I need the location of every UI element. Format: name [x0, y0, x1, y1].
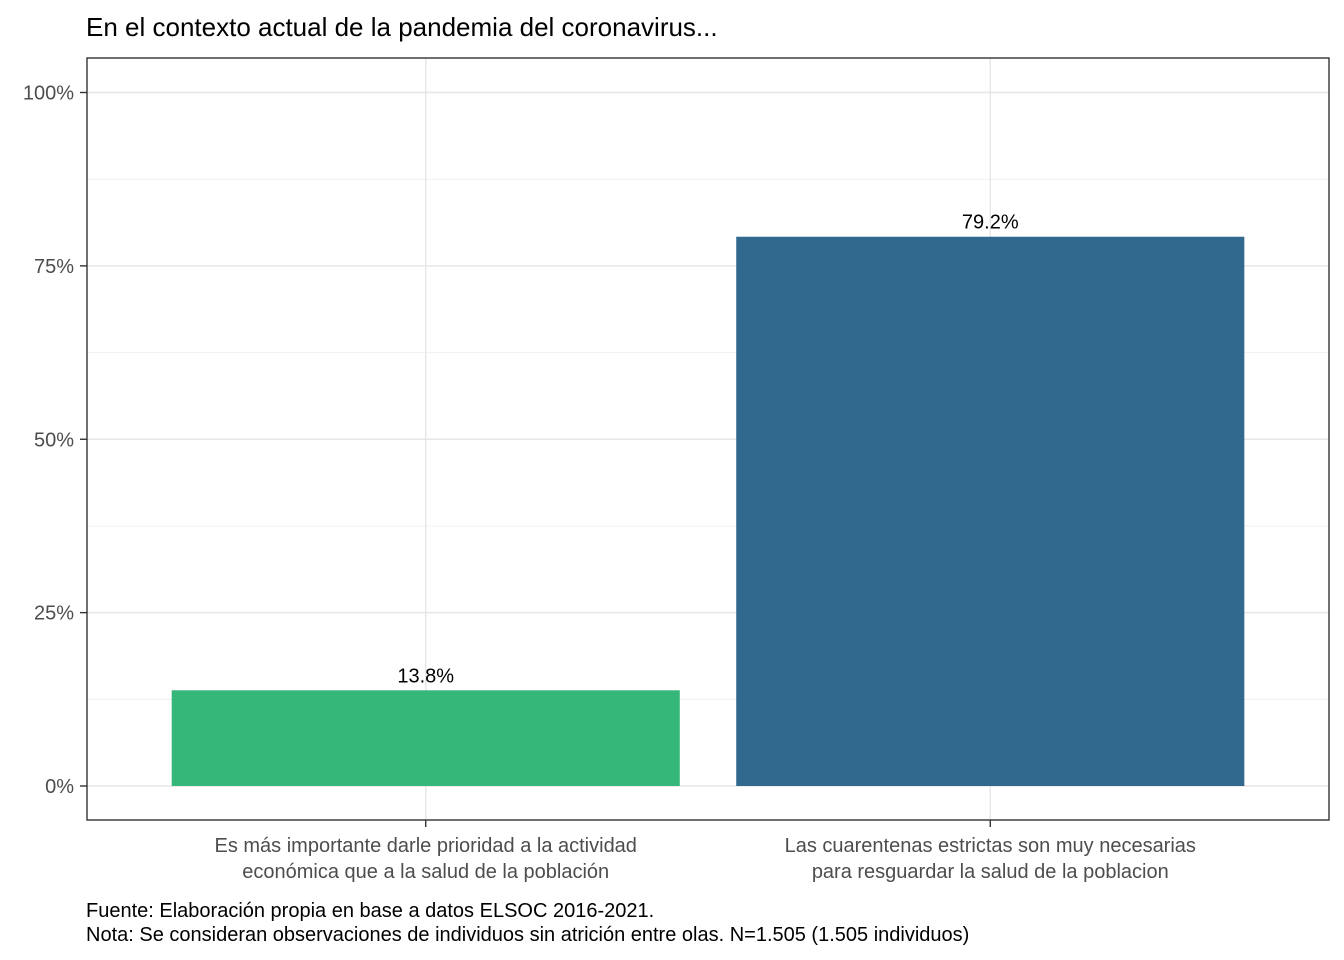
y-tick-label: 100% [23, 83, 74, 105]
caption-source: Fuente: Elaboración propia en base a dat… [86, 900, 654, 922]
x-tick-label: Es más importante darle prioridad a la a… [215, 835, 637, 857]
bar [736, 237, 1244, 786]
y-tick-label: 75% [34, 256, 74, 278]
x-tick-label: Las cuarentenas estrictas son muy necesa… [785, 835, 1196, 857]
x-tick-label: para resguardar la salud de la poblacion [812, 861, 1169, 883]
caption-note: Nota: Se consideran observaciones de ind… [86, 924, 969, 946]
x-tick-label: económica que a la salud de la población [242, 861, 609, 883]
y-tick-label: 0% [45, 776, 74, 798]
bar-value-label: 13.8% [397, 665, 454, 687]
x-axis: Es más importante darle prioridad a la a… [215, 820, 1196, 883]
y-tick-label: 25% [34, 603, 74, 625]
y-tick-label: 50% [34, 429, 74, 451]
bar [172, 690, 680, 786]
y-axis: 0% 25% 50% 75% 100% [23, 83, 87, 799]
bar-value-label: 79.2% [962, 212, 1019, 234]
chart-title: En el contexto actual de la pandemia del… [86, 12, 718, 42]
